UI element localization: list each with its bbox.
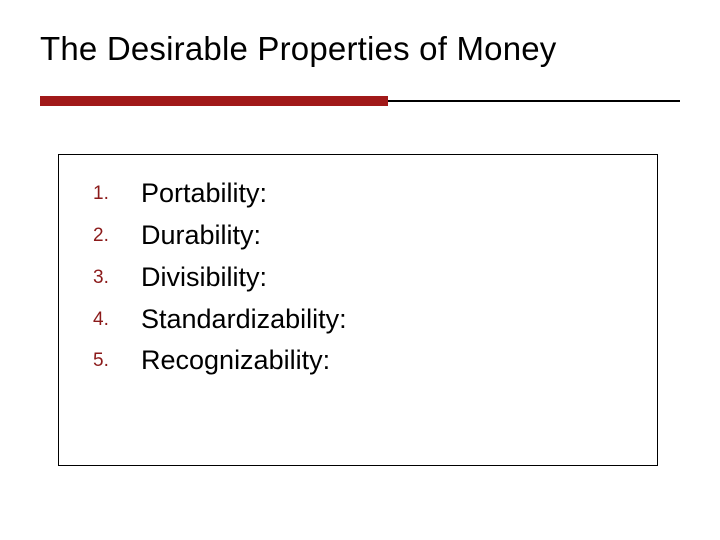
- list-item: Standardizability:: [93, 299, 633, 341]
- list-item: Portability:: [93, 173, 633, 215]
- slide: The Desirable Properties of Money Portab…: [0, 0, 720, 540]
- title-rule-thick: [40, 96, 388, 106]
- property-list: Portability: Durability: Divisibility: S…: [59, 155, 657, 400]
- title-rule-thin: [388, 100, 680, 102]
- list-item: Recognizability:: [93, 340, 633, 382]
- title-rule: [40, 96, 680, 106]
- list-item: Divisibility:: [93, 257, 633, 299]
- list-item: Durability:: [93, 215, 633, 257]
- content-box: Portability: Durability: Divisibility: S…: [58, 154, 658, 466]
- slide-title: The Desirable Properties of Money: [40, 30, 557, 68]
